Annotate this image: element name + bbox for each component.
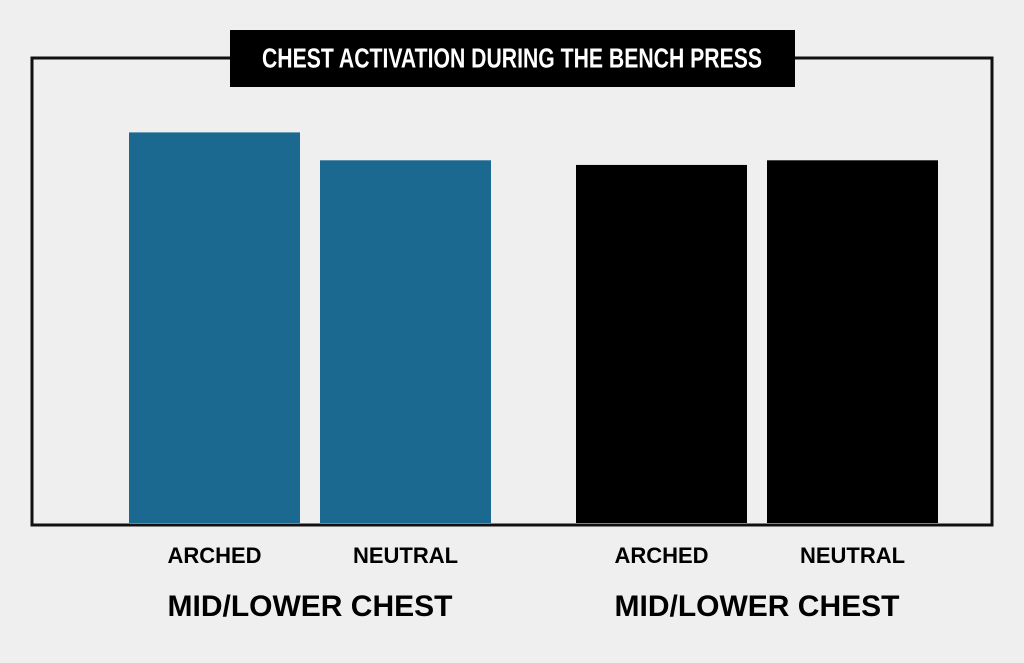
bar [320,160,491,524]
group-label: MID/LOWER CHEST [168,590,453,623]
category-label: NEUTRAL [353,543,458,568]
category-label: NEUTRAL [800,543,905,568]
group-label: MID/LOWER CHEST [615,590,900,623]
category-label: ARCHED [614,543,708,568]
bar [576,164,747,523]
title-box [230,30,795,87]
bar [129,132,300,523]
category-label: ARCHED [167,543,261,568]
bar [767,160,938,524]
chart-title: CHEST ACTIVATION DURING THE BENCH PRESS [262,42,762,73]
